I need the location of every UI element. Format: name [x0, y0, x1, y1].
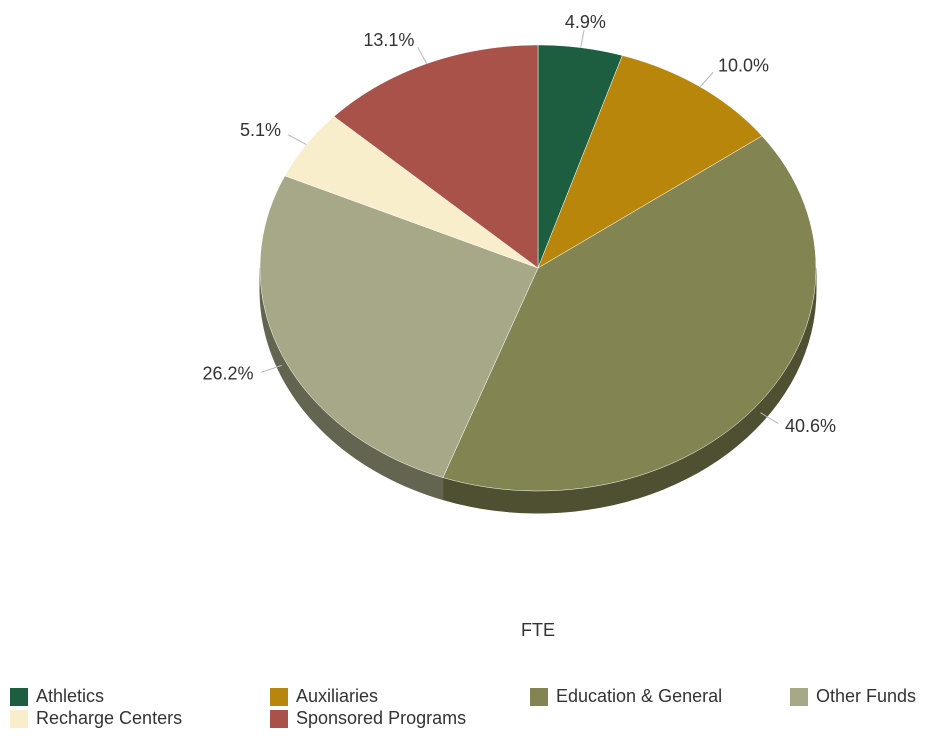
data-label: 26.2%	[202, 364, 253, 384]
legend-swatch	[790, 688, 808, 706]
leader-line	[287, 134, 307, 146]
data-label: 10.0%	[718, 56, 769, 76]
legend-label: Athletics	[36, 686, 104, 706]
data-label: 13.1%	[363, 30, 414, 50]
slice	[333, 44, 539, 269]
leader-line	[760, 412, 779, 424]
leader-line	[699, 72, 714, 88]
leader-line	[417, 47, 428, 64]
legend-swatch	[10, 710, 28, 728]
leader-line	[580, 29, 585, 48]
slice	[259, 175, 539, 478]
chart-title: FTE	[521, 620, 555, 640]
data-label: 40.6%	[785, 416, 836, 436]
legend-swatch	[270, 688, 288, 706]
data-label: 5.1%	[240, 120, 281, 140]
legend-label: Auxiliaries	[296, 686, 378, 706]
legend-swatch	[10, 688, 28, 706]
legend-label: Education & General	[556, 686, 722, 706]
slice	[442, 135, 817, 492]
legend-swatch	[530, 688, 548, 706]
leader-line	[261, 364, 282, 373]
legend-label: Sponsored Programs	[296, 708, 466, 728]
legend-label: Recharge Centers	[36, 708, 182, 728]
data-label: 4.9%	[565, 12, 606, 32]
legend-label: Other Funds	[816, 686, 916, 706]
slice	[284, 116, 539, 269]
legend-swatch	[270, 710, 288, 728]
